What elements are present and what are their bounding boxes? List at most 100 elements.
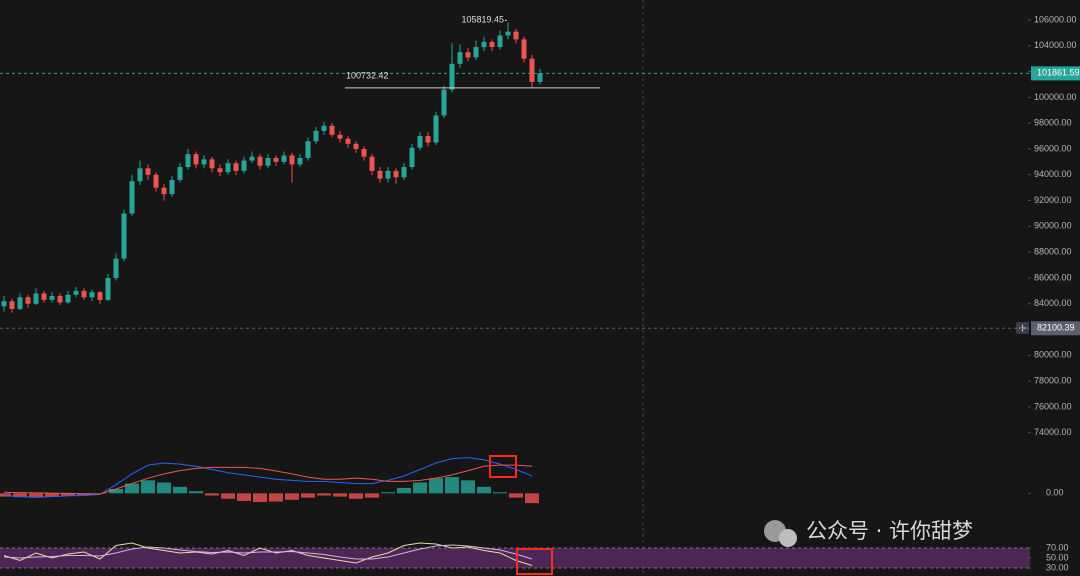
- price-label-box: [1031, 321, 1080, 336]
- candle-body: [345, 138, 351, 144]
- indicator-line: [3, 457, 533, 498]
- y-tick-label: 92000.00: [1034, 195, 1072, 205]
- highlight-box: [489, 455, 517, 478]
- macd-histogram-bar: [125, 483, 139, 494]
- candle-body: [417, 136, 423, 148]
- candle-body: [81, 290, 87, 298]
- candle-body: [377, 170, 383, 179]
- candle-body: [353, 143, 359, 149]
- macd-histogram-bar: [461, 480, 475, 494]
- candle-body: [329, 125, 335, 135]
- macd-histogram-bar: [269, 493, 283, 502]
- y-tick-label: 70.00: [1046, 542, 1069, 552]
- candle-body: [249, 156, 255, 161]
- rsi-band: [0, 548, 1030, 568]
- y-tick-label: 76000.00: [1034, 401, 1072, 411]
- candle-body: [265, 158, 271, 166]
- candle-body: [401, 167, 407, 178]
- indicator-line: [3, 464, 533, 495]
- candle-body: [89, 292, 95, 298]
- candle-body: [233, 163, 239, 171]
- macd-histogram-bar: [477, 486, 491, 494]
- indicator-line: [3, 544, 533, 560]
- candle-body: [481, 41, 487, 48]
- candle-body: [185, 154, 191, 168]
- candle-body: [369, 156, 375, 171]
- y-tick-label: 104000.00: [1034, 40, 1077, 50]
- candle-body: [25, 297, 31, 304]
- y-tick-label: 80000.00: [1034, 350, 1072, 360]
- candle-body: [313, 130, 319, 142]
- macd-histogram-bar: [493, 492, 507, 494]
- macd-histogram-bar: [205, 493, 219, 496]
- candle-body: [209, 159, 215, 169]
- candle-body: [497, 35, 503, 48]
- macd-histogram-bar: [45, 493, 59, 497]
- high-label: 105819.45: [461, 15, 504, 25]
- candle-body: [537, 73, 543, 82]
- macd-histogram-bar: [0, 493, 11, 497]
- macd-histogram-bar: [317, 493, 331, 496]
- candle-body: [457, 52, 463, 64]
- macd-histogram-bar: [221, 493, 235, 499]
- candle-body: [297, 158, 303, 165]
- candle-body: [161, 187, 167, 195]
- highlight-box: [516, 548, 553, 575]
- y-tick-label: 100000.00: [1034, 92, 1077, 102]
- candle-body: [153, 174, 159, 188]
- candle-body: [441, 89, 447, 116]
- macd-histogram-bar: [509, 493, 523, 498]
- y-tick-label: 94000.00: [1034, 169, 1072, 179]
- candle-body: [129, 181, 135, 214]
- y-tick-label: 0.00: [1046, 488, 1064, 498]
- macd-histogram-bar: [13, 493, 27, 498]
- macd-histogram-bar: [381, 492, 395, 494]
- macd-histogram-bar: [349, 493, 363, 499]
- candle-body: [409, 147, 415, 168]
- candle-body: [17, 297, 23, 309]
- candle-body: [169, 179, 175, 195]
- macd-histogram-bar: [333, 493, 347, 497]
- macd-histogram-bar: [109, 489, 123, 494]
- macd-histogram-bar: [253, 493, 267, 502]
- candle-body: [113, 258, 119, 278]
- y-tick-label: 78000.00: [1034, 376, 1072, 386]
- candle-body: [121, 213, 127, 259]
- candle-body: [465, 52, 471, 58]
- candle-body: [97, 292, 103, 300]
- candle-body: [281, 155, 287, 162]
- candle-body: [41, 293, 47, 300]
- y-tick-label: 106000.00: [1034, 14, 1077, 24]
- candle-body: [505, 31, 511, 36]
- candle-body: [521, 39, 527, 59]
- candle-body: [489, 41, 495, 48]
- candle-body: [217, 168, 223, 173]
- macd-histogram-bar: [61, 493, 75, 496]
- y-tick-label: 90000.00: [1034, 221, 1072, 231]
- candle-body: [393, 170, 399, 178]
- candle-body: [305, 141, 311, 159]
- candle-body: [145, 168, 151, 175]
- candle-body: [449, 63, 455, 90]
- candle-body: [65, 294, 71, 303]
- candle-body: [49, 296, 55, 300]
- candle-body: [225, 163, 231, 173]
- macd-histogram-bar: [141, 480, 155, 494]
- y-tick-label: 86000.00: [1034, 272, 1072, 282]
- candle-body: [1, 301, 7, 307]
- candle-body: [201, 159, 207, 165]
- macd-histogram-bar: [413, 482, 427, 494]
- price-label: 101861.59: [1037, 68, 1080, 78]
- candle-body: [57, 296, 63, 303]
- watermark: 公众号 · 许你甜梦: [764, 519, 973, 547]
- candle-body: [33, 293, 39, 304]
- candle-body: [473, 47, 479, 58]
- candle-body: [105, 277, 111, 300]
- macd-histogram-bar: [429, 478, 443, 494]
- candle-body: [137, 168, 143, 182]
- candle-body: [193, 154, 199, 165]
- candle-body: [241, 160, 247, 171]
- candle-body: [177, 167, 183, 180]
